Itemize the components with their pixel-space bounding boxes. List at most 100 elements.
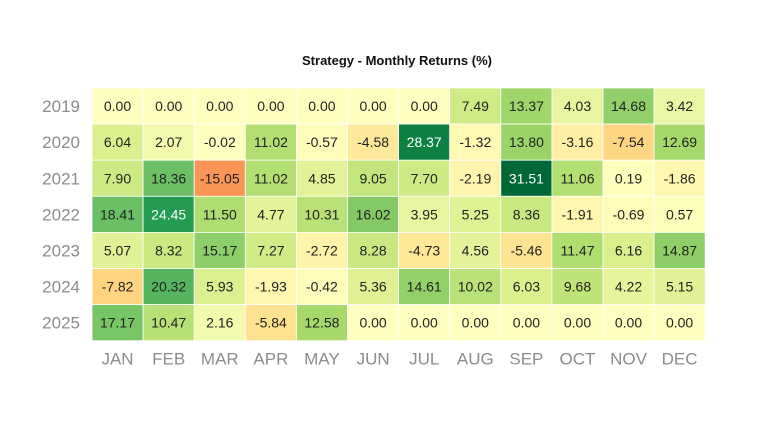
- chart-title: Strategy - Monthly Returns (%): [302, 53, 492, 68]
- cell-value-label: 11.47: [561, 243, 595, 259]
- year-tick-label: 2020: [42, 133, 80, 152]
- heatmap-cell: [398, 123, 451, 161]
- heatmap-cell: [398, 304, 451, 342]
- cell-value-label: 3.42: [666, 98, 693, 114]
- cell-value-label: 10.02: [458, 279, 493, 295]
- cell-value-label: -7.82: [102, 279, 134, 295]
- month-tick-label: FEB: [152, 350, 185, 369]
- heatmap-cell: [602, 304, 655, 342]
- heatmap-cell: [193, 195, 246, 233]
- cell-value-label: 15.17: [202, 243, 237, 259]
- heatmap-cell: [449, 268, 502, 305]
- cell-value-label: -15.05: [200, 170, 240, 186]
- cell-value-label: 0.00: [513, 315, 540, 331]
- heatmap-cell: [295, 123, 348, 161]
- heatmap-cell: [398, 268, 451, 305]
- year-tick-label: 2025: [42, 314, 80, 333]
- month-tick-label: APR: [253, 350, 288, 369]
- heatmap-cell: [347, 195, 399, 233]
- heatmap-cell: [91, 159, 144, 197]
- heatmap-cell: [551, 123, 604, 161]
- cell-value-label: 28.37: [407, 134, 442, 150]
- cell-value-label: -2.72: [306, 243, 338, 259]
- month-tick-label: JUL: [409, 350, 439, 369]
- cell-value-label: 3.95: [411, 206, 438, 222]
- cell-value-label: 0.00: [308, 98, 335, 114]
- cell-value-label: -0.57: [306, 134, 338, 150]
- cell-value-label: 18.41: [100, 206, 135, 222]
- year-tick-label: 2024: [42, 278, 80, 297]
- heatmap-cell: [91, 304, 144, 342]
- cell-value-label: 7.70: [411, 170, 438, 186]
- cell-value-label: 4.56: [462, 243, 489, 259]
- cell-value-label: 0.00: [206, 98, 233, 114]
- cell-value-label: 0.00: [257, 98, 284, 114]
- cell-value-label: 24.45: [151, 206, 186, 222]
- heatmap-cell: [551, 87, 604, 125]
- cell-value-label: 4.22: [615, 279, 642, 295]
- heatmap-cell: [500, 304, 553, 342]
- cell-value-label: 9.05: [359, 170, 386, 186]
- heatmap-cell: [551, 195, 604, 233]
- heatmap-cell: [244, 268, 297, 305]
- cell-value-label: -4.73: [408, 243, 440, 259]
- cell-value-label: 12.58: [304, 315, 339, 331]
- cell-value-label: -0.42: [306, 279, 338, 295]
- heatmap-cell: [91, 195, 144, 233]
- year-tick-label: 2022: [42, 205, 80, 224]
- cell-value-label: 7.49: [462, 98, 489, 114]
- cell-value-label: 4.77: [257, 206, 284, 222]
- heatmap-cell: [449, 123, 502, 161]
- cell-value-label: 11.02: [254, 170, 288, 186]
- heatmap-cell: [142, 231, 195, 269]
- month-tick-label: SEP: [509, 350, 543, 369]
- heatmap-cell: [91, 268, 144, 305]
- heatmap-cell: [244, 304, 297, 342]
- month-tick-label: MAR: [201, 350, 239, 369]
- cell-value-label: 6.03: [513, 279, 540, 295]
- heatmap-cell: [449, 231, 502, 269]
- heatmap-cell: [347, 231, 399, 269]
- cell-value-label: 18.36: [151, 170, 186, 186]
- month-tick-label: AUG: [457, 350, 494, 369]
- month-tick-label: DEC: [662, 350, 698, 369]
- cell-value-label: 0.00: [615, 315, 642, 331]
- heatmap-cell: [653, 87, 706, 125]
- cell-value-label: -5.46: [510, 243, 542, 259]
- cell-value-label: 4.85: [308, 170, 335, 186]
- heatmap-cell: [244, 195, 297, 233]
- cell-value-label: 12.69: [662, 134, 697, 150]
- cell-value-label: -0.69: [613, 206, 645, 222]
- heatmap-cell: [653, 123, 706, 161]
- cell-value-label: 11.50: [203, 206, 237, 222]
- heatmap-cell: [193, 304, 246, 342]
- heatmap-cell: [653, 304, 706, 342]
- cell-value-label: 5.15: [666, 279, 693, 295]
- cell-value-label: 8.32: [155, 243, 182, 259]
- heatmap-cell: [193, 231, 246, 269]
- cell-value-label: 10.47: [151, 315, 186, 331]
- heatmap-cell: [602, 123, 655, 161]
- cell-value-label: 0.19: [615, 170, 642, 186]
- heatmap-cell: [551, 304, 604, 342]
- heatmap-cell: [653, 268, 706, 305]
- heatmap-cell: [295, 159, 348, 197]
- cell-value-label: -2.19: [459, 170, 491, 186]
- cell-value-label: 0.00: [564, 315, 591, 331]
- cell-value-label: 9.68: [564, 279, 591, 295]
- cell-value-label: 13.37: [509, 98, 544, 114]
- cell-value-label: 31.51: [509, 170, 544, 186]
- cell-value-label: -1.86: [664, 170, 696, 186]
- cell-value-label: 2.07: [155, 134, 182, 150]
- heatmap-cell: [347, 268, 399, 305]
- heatmap-cell: [142, 304, 195, 342]
- heatmap-cell: [244, 159, 297, 197]
- cell-value-label: 2.16: [206, 315, 233, 331]
- month-tick-label: JUN: [357, 350, 390, 369]
- heatmap-cell: [398, 195, 451, 233]
- heatmap-cell: [653, 195, 706, 233]
- cell-value-label: 13.80: [509, 134, 544, 150]
- month-tick-label: OCT: [560, 350, 596, 369]
- cell-value-label: 0.00: [411, 98, 438, 114]
- cell-value-label: 11.06: [561, 170, 595, 186]
